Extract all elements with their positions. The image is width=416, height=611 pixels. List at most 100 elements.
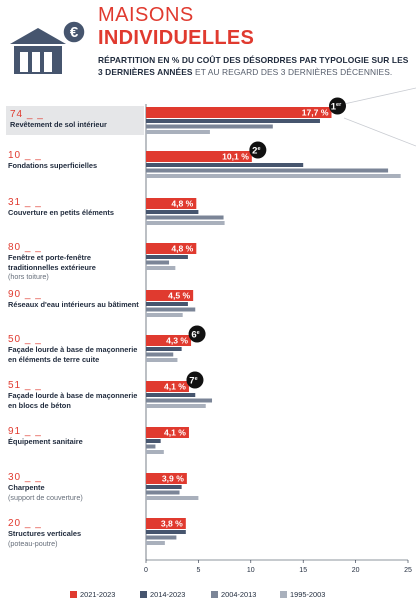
bar-2021-2023 [146,151,252,162]
bar-2021-2023 [146,107,332,118]
bar-1995-2003 [146,404,206,408]
bar-2014-2023 [146,210,199,214]
category-code: 50 _ _ [8,334,42,345]
subtitle-light: ET AU REGARD DES 3 DERNIÈRES DÉCENNIES. [192,66,393,77]
bar-2014-2023 [146,393,196,397]
rank-badge [249,141,267,159]
rank-badge [328,97,346,115]
category-name: Fondations superficielles [8,161,98,170]
bar-2004-2013 [146,490,180,495]
x-tick-label: 20 [352,567,360,574]
category-0: 74 _ _ Revêtement de sol intérieur [6,106,144,135]
category-code: 20 _ _ [8,518,42,529]
bar-value-label: 3,9 % [162,474,184,484]
category-name: Fenêtre et porte-fenêtre traditionnelles… [8,253,96,272]
bar-2004-2013 [146,444,156,449]
x-tick-label: 0 [144,567,148,574]
x-tick-label: 5 [196,567,200,574]
bar-value-label: 17,7 % [302,108,329,118]
rank-badge [186,371,204,389]
legend-swatch [211,591,218,598]
bar-2021-2023 [146,243,197,254]
bar-2014-2023 [146,302,188,306]
legend-swatch [280,591,287,598]
category-7: 91 _ _ Équipement sanitaire [8,426,142,447]
bar-2004-2013 [146,535,177,540]
rank-badge [188,325,206,343]
category-note: (poteau-poutre) [8,538,58,548]
category-code: 80 _ _ [8,242,42,253]
bar-2004-2013 [146,260,170,265]
rank-badge-label: 2e [252,146,260,157]
bar-1995-2003 [146,174,401,178]
bar-1995-2003 [146,358,178,362]
bar-2014-2023 [146,530,186,534]
bar-2014-2023 [146,255,188,259]
category-name: Charpente [8,483,45,492]
bar-2021-2023 [146,198,197,209]
bar-2021-2023 [146,335,192,346]
category-name: Façade lourde à base de maçonnerie en bl… [8,391,138,410]
bar-value-label: 4,5 % [168,291,190,301]
category-3: 80 _ _ Fenêtre et porte-fenêtre tradition… [8,242,142,282]
bar-2014-2023 [146,485,182,489]
bar-2021-2023 [146,381,189,392]
category-code: 31 _ _ [8,197,42,208]
rank-badge-label: 7e [189,376,197,387]
category-2: 31 _ _ Couverture en petits éléments [8,197,142,218]
category-note: (support de couverture) [8,492,83,502]
bar-2004-2013 [146,124,273,129]
category-4: 90 _ _ Réseaux d'eau intérieurs au bâtime… [8,289,142,310]
bar-value-label: 4,1 % [164,382,186,392]
legend-item-2021: 2021-2023 [70,590,115,599]
category-1: 10 _ _ Fondations superficielles [8,150,142,171]
bar-2014-2023 [146,439,161,443]
category-code: 90 _ _ [8,289,42,300]
category-name: Réseaux d'eau intérieurs au bâtiment [8,300,139,309]
category-code: 51 _ _ [8,380,42,391]
category-code: 30 _ _ [8,472,42,483]
category-note: (hors toiture) [8,272,49,281]
bar-1995-2003 [146,130,210,134]
legend-item-1995: 1995-2003 [280,590,325,599]
bar-1995-2003 [146,496,199,500]
category-code: 91 _ _ [8,426,42,437]
house-euro-icon: € [10,20,86,74]
category-5: 50 _ _ Façade lourde à base de maçonnerie… [8,334,142,364]
bar-value-label: 3,8 % [161,519,183,529]
bar-1995-2003 [146,313,183,317]
bar-1995-2003 [146,541,165,545]
title-line-2: INDIVIDUELLES [98,27,255,49]
bar-2004-2013 [146,215,224,220]
bar-2004-2013 [146,352,174,357]
category-code: 74 _ _ [10,109,44,120]
x-tick-label: 10 [247,567,255,574]
bar-2004-2013 [146,398,213,403]
category-6: 51 _ _ Façade lourde à base de maçonnerie… [8,380,142,410]
category-name: Revêtement de sol intérieur [10,120,107,129]
category-name: Structures verticales [8,529,82,538]
bar-value-label: 4,8 % [171,199,193,209]
category-name: Couverture en petits éléments [8,208,114,217]
header: € MAISONS INDIVIDUELLES RÉPARTITION EN %… [0,0,416,100]
category-8: 30 _ _ Charpente (support de couverture) [8,472,142,502]
bar-value-label: 4,3 % [166,336,188,346]
subtitle: RÉPARTITION EN % DU COÛT DES DÉSORDRES P… [98,55,410,78]
bar-2021-2023 [146,290,194,301]
connector-line [343,87,416,105]
bar-2021-2023 [146,427,189,438]
bar-2004-2013 [146,307,196,312]
bar-2014-2023 [146,347,182,351]
connector-line [343,117,416,147]
rank-badge-label: 1er [331,102,342,113]
legend-item-2004: 2004-2013 [211,590,256,599]
category-name: Équipement sanitaire [8,437,83,446]
bar-2004-2013 [146,168,389,173]
bar-value-label: 4,8 % [171,244,193,254]
category-code: 10 _ _ [8,150,42,161]
x-tick-label: 25 [404,567,412,574]
bar-2014-2023 [146,163,304,167]
title-line-1: MAISONS [98,4,194,26]
bar-value-label: 10,1 % [222,152,249,162]
